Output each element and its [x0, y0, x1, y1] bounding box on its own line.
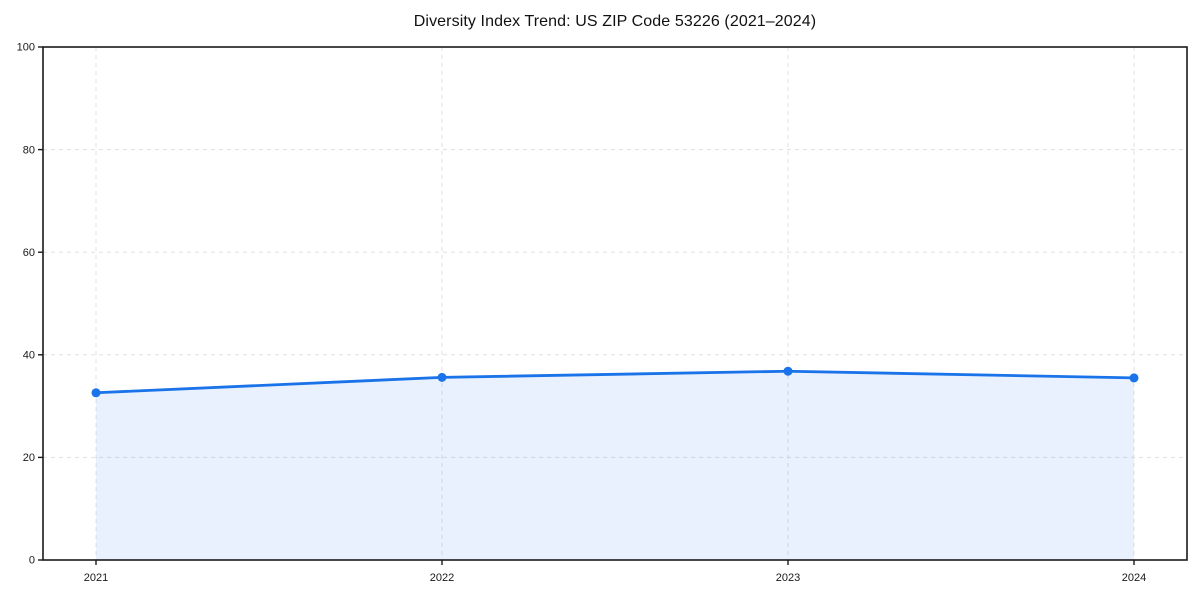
data-point-2023: [783, 366, 793, 376]
data-point-2024: [1129, 373, 1139, 383]
data-point-2022: [437, 372, 447, 382]
data-point-2021: [91, 388, 101, 398]
y-tick-label: 0: [29, 555, 35, 567]
axis-frame: [42, 46, 1188, 561]
y-tick-label: 20: [23, 452, 35, 464]
y-tick-label: 60: [23, 247, 35, 259]
y-tick-label: 80: [23, 144, 35, 156]
x-tick-label: 2023: [776, 572, 800, 584]
x-tick-label: 2024: [1122, 572, 1146, 584]
x-tick-label: 2021: [84, 572, 108, 584]
y-tick-label: 100: [17, 42, 35, 54]
chart-title: Diversity Index Trend: US ZIP Code 53226…: [413, 13, 817, 30]
trend-line: [94, 369, 1136, 395]
area-fill: [96, 371, 1134, 560]
y-tick-label: 40: [23, 350, 35, 362]
x-tick-label: 2022: [430, 572, 454, 584]
